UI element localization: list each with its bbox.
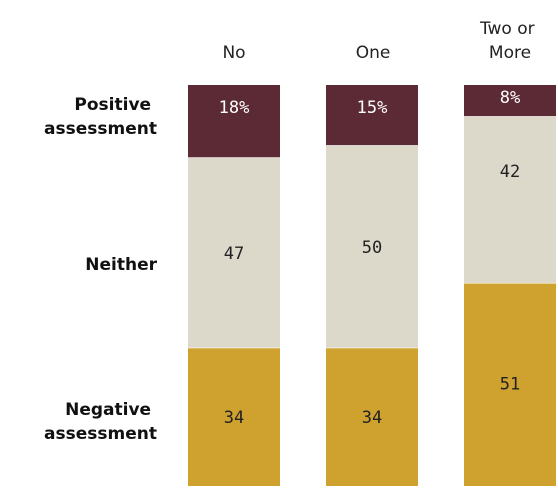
data-label-positive-two-or-more: 8% xyxy=(500,88,520,108)
row-label-negative-line1: Negative xyxy=(65,400,151,420)
row-label-positive-line1: Positive xyxy=(74,95,151,115)
bar-segment-neither-two-or-more xyxy=(464,116,556,283)
column-header-no: No xyxy=(222,43,245,63)
data-label-negative-two-or-more: 51 xyxy=(500,375,520,395)
column-header-two-or-more: Two or More xyxy=(479,19,540,63)
column-header-two-or-more-line2: More xyxy=(489,43,531,63)
bars-group: 18% 47 34 15% 50 34 8% 42 51 xyxy=(188,85,556,486)
row-label-negative: Negative assessment xyxy=(44,400,157,444)
bar-segment-positive-two-or-more xyxy=(464,85,556,117)
data-label-neither-one: 50 xyxy=(362,238,382,258)
column-header-two-or-more-line1: Two or xyxy=(479,19,535,39)
bar-segment-positive-no xyxy=(188,85,280,158)
bar-segment-positive-one xyxy=(326,85,418,146)
data-label-negative-one: 34 xyxy=(362,408,382,428)
data-label-negative-no: 34 xyxy=(224,408,244,428)
data-label-positive-one: 15% xyxy=(357,98,388,118)
bar-segment-negative-no xyxy=(188,348,280,486)
data-label-neither-no: 47 xyxy=(224,244,244,264)
row-label-neither: Neither xyxy=(85,255,157,275)
row-label-negative-line2: assessment xyxy=(44,424,157,444)
bar-segment-neither-no xyxy=(188,157,280,348)
bar-segment-negative-two-or-more xyxy=(464,283,556,486)
row-label-positive: Positive assessment xyxy=(44,95,157,139)
column-header-one: One xyxy=(356,43,391,63)
row-label-positive-line2: assessment xyxy=(44,119,157,139)
data-label-neither-two-or-more: 42 xyxy=(500,162,520,182)
bar-segment-neither-one xyxy=(326,145,418,348)
data-label-positive-no: 18% xyxy=(219,98,250,118)
bar-segment-negative-one xyxy=(326,348,418,486)
